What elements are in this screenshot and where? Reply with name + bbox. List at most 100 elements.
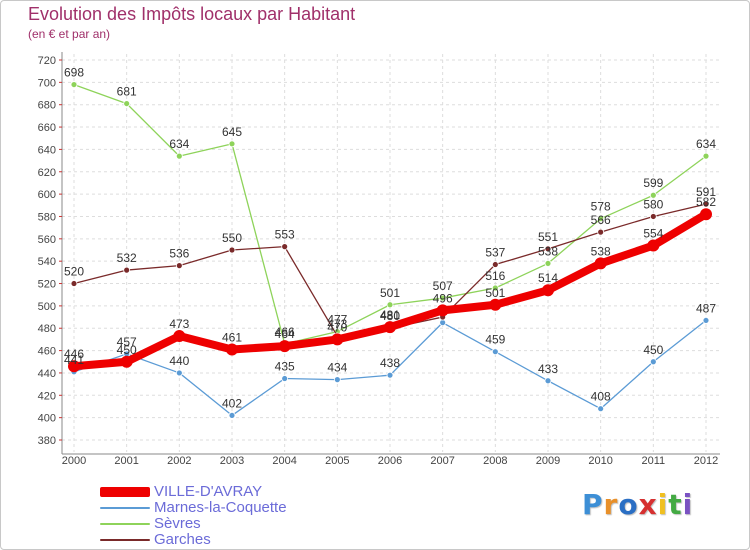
data-label-marnes-la-coquette: 487 bbox=[696, 301, 716, 315]
legend-swatch bbox=[100, 507, 150, 509]
data-label-ville-d-avray: 554 bbox=[643, 227, 663, 241]
data-point-s-vres bbox=[386, 301, 394, 309]
data-point-marnes-la-coquette bbox=[544, 377, 552, 385]
data-point-ville-d-avray bbox=[489, 298, 502, 311]
logo-letter: r bbox=[603, 488, 619, 521]
x-tick-label: 2004 bbox=[272, 455, 296, 467]
data-label-s-vres: 578 bbox=[591, 200, 611, 214]
data-point-garches bbox=[544, 245, 552, 253]
x-tick-label: 2010 bbox=[588, 455, 612, 467]
data-point-garches bbox=[702, 200, 710, 208]
y-tick-label: 720 bbox=[38, 55, 56, 67]
data-point-s-vres bbox=[70, 81, 78, 88]
x-tick-label: 2001 bbox=[114, 455, 138, 467]
data-label-garches: 580 bbox=[643, 197, 663, 211]
data-label-s-vres: 645 bbox=[222, 125, 242, 139]
data-point-marnes-la-coquette bbox=[175, 369, 183, 377]
y-tick-label: 700 bbox=[38, 77, 56, 89]
data-label-marnes-la-coquette: 435 bbox=[275, 360, 295, 374]
data-label-ville-d-avray: 470 bbox=[327, 320, 347, 334]
data-point-ville-d-avray bbox=[700, 208, 712, 221]
data-label-marnes-la-coquette: 434 bbox=[327, 361, 347, 375]
data-label-marnes-la-coquette: 459 bbox=[485, 333, 505, 347]
x-tick-label: 2012 bbox=[694, 455, 718, 467]
data-label-marnes-la-coquette: 441 bbox=[64, 353, 84, 367]
data-point-ville-d-avray bbox=[436, 304, 449, 317]
data-label-garches: 566 bbox=[591, 213, 611, 227]
data-point-marnes-la-coquette bbox=[491, 348, 499, 356]
x-tick-label: 2009 bbox=[536, 455, 560, 467]
data-point-s-vres bbox=[175, 152, 183, 160]
data-point-s-vres bbox=[702, 152, 710, 160]
x-tick-label: 2007 bbox=[430, 455, 454, 467]
data-label-garches: 520 bbox=[64, 265, 84, 279]
proxiti-logo: Proxiti bbox=[582, 488, 693, 521]
y-tick-label: 400 bbox=[38, 413, 56, 425]
logo-letter: P bbox=[582, 488, 604, 521]
data-point-s-vres bbox=[439, 294, 447, 302]
x-tick-label: 2000 bbox=[62, 455, 86, 467]
legend-label: Garches bbox=[154, 531, 211, 548]
data-label-ville-d-avray: 496 bbox=[433, 291, 453, 305]
data-point-ville-d-avray bbox=[594, 257, 607, 270]
data-point-garches bbox=[228, 246, 236, 254]
data-point-s-vres bbox=[544, 260, 552, 267]
data-label-ville-d-avray: 461 bbox=[222, 330, 242, 344]
data-label-marnes-la-coquette: 402 bbox=[222, 396, 242, 410]
data-point-s-vres bbox=[649, 191, 657, 199]
y-tick-label: 460 bbox=[38, 346, 56, 358]
data-label-s-vres: 634 bbox=[169, 137, 189, 151]
data-label-garches: 480 bbox=[380, 309, 400, 323]
data-label-ville-d-avray: 538 bbox=[591, 244, 611, 258]
data-label-s-vres: 538 bbox=[538, 244, 558, 258]
y-tick-label: 440 bbox=[38, 368, 56, 380]
data-point-garches bbox=[70, 280, 78, 287]
legend-label: VILLE-D'AVRAY bbox=[154, 483, 263, 500]
chart-title: Evolution des Impôts locaux par Habitant bbox=[28, 4, 356, 24]
data-point-garches bbox=[123, 266, 131, 274]
logo-letter: t bbox=[668, 488, 683, 521]
data-point-garches bbox=[281, 243, 289, 251]
logo-letter: o bbox=[618, 488, 639, 521]
y-tick-label: 480 bbox=[38, 323, 56, 335]
data-point-ville-d-avray bbox=[120, 355, 133, 368]
data-label-ville-d-avray: 450 bbox=[117, 343, 137, 357]
data-label-garches: 591 bbox=[696, 185, 716, 199]
data-label-s-vres: 501 bbox=[380, 286, 400, 300]
data-label-s-vres: 599 bbox=[643, 176, 663, 190]
y-tick-label: 640 bbox=[38, 144, 56, 156]
data-label-marnes-la-coquette: 408 bbox=[591, 390, 611, 404]
y-tick-label: 580 bbox=[38, 211, 56, 223]
logo-letter: x bbox=[638, 488, 658, 521]
data-label-s-vres: 477 bbox=[327, 313, 347, 327]
data-label-s-vres: 516 bbox=[485, 269, 505, 283]
data-point-ville-d-avray bbox=[68, 360, 80, 373]
data-label-garches: 550 bbox=[222, 231, 242, 245]
legend-label: Marnes-la-Coquette bbox=[154, 499, 287, 516]
data-label-s-vres: 681 bbox=[117, 85, 137, 99]
data-label-marnes-la-coquette: 438 bbox=[380, 356, 400, 370]
data-label-ville-d-avray: 514 bbox=[538, 271, 558, 285]
y-tick-label: 560 bbox=[38, 234, 56, 246]
x-tick-label: 2002 bbox=[167, 455, 191, 467]
logo-letter: i bbox=[657, 488, 669, 521]
data-point-s-vres bbox=[491, 284, 499, 292]
data-point-marnes-la-coquette bbox=[439, 319, 447, 327]
data-label-ville-d-avray: 582 bbox=[696, 195, 716, 209]
data-label-ville-d-avray: 481 bbox=[380, 308, 400, 322]
data-point-marnes-la-coquette bbox=[597, 405, 605, 413]
y-tick-label: 620 bbox=[38, 167, 56, 179]
data-point-ville-d-avray bbox=[647, 239, 660, 252]
data-point-s-vres bbox=[597, 215, 605, 223]
data-label-s-vres: 466 bbox=[275, 325, 295, 339]
data-point-s-vres bbox=[123, 100, 131, 107]
data-label-garches: 551 bbox=[538, 230, 558, 244]
x-tick-label: 2008 bbox=[483, 455, 507, 467]
x-tick-label: 2005 bbox=[325, 455, 349, 467]
data-label-ville-d-avray: 473 bbox=[169, 317, 189, 331]
data-label-garches: 532 bbox=[117, 251, 137, 265]
y-tick-label: 520 bbox=[38, 279, 56, 291]
data-point-garches bbox=[175, 262, 183, 270]
x-tick-label: 2003 bbox=[220, 455, 244, 467]
legend-label: Sèvres bbox=[154, 515, 201, 532]
